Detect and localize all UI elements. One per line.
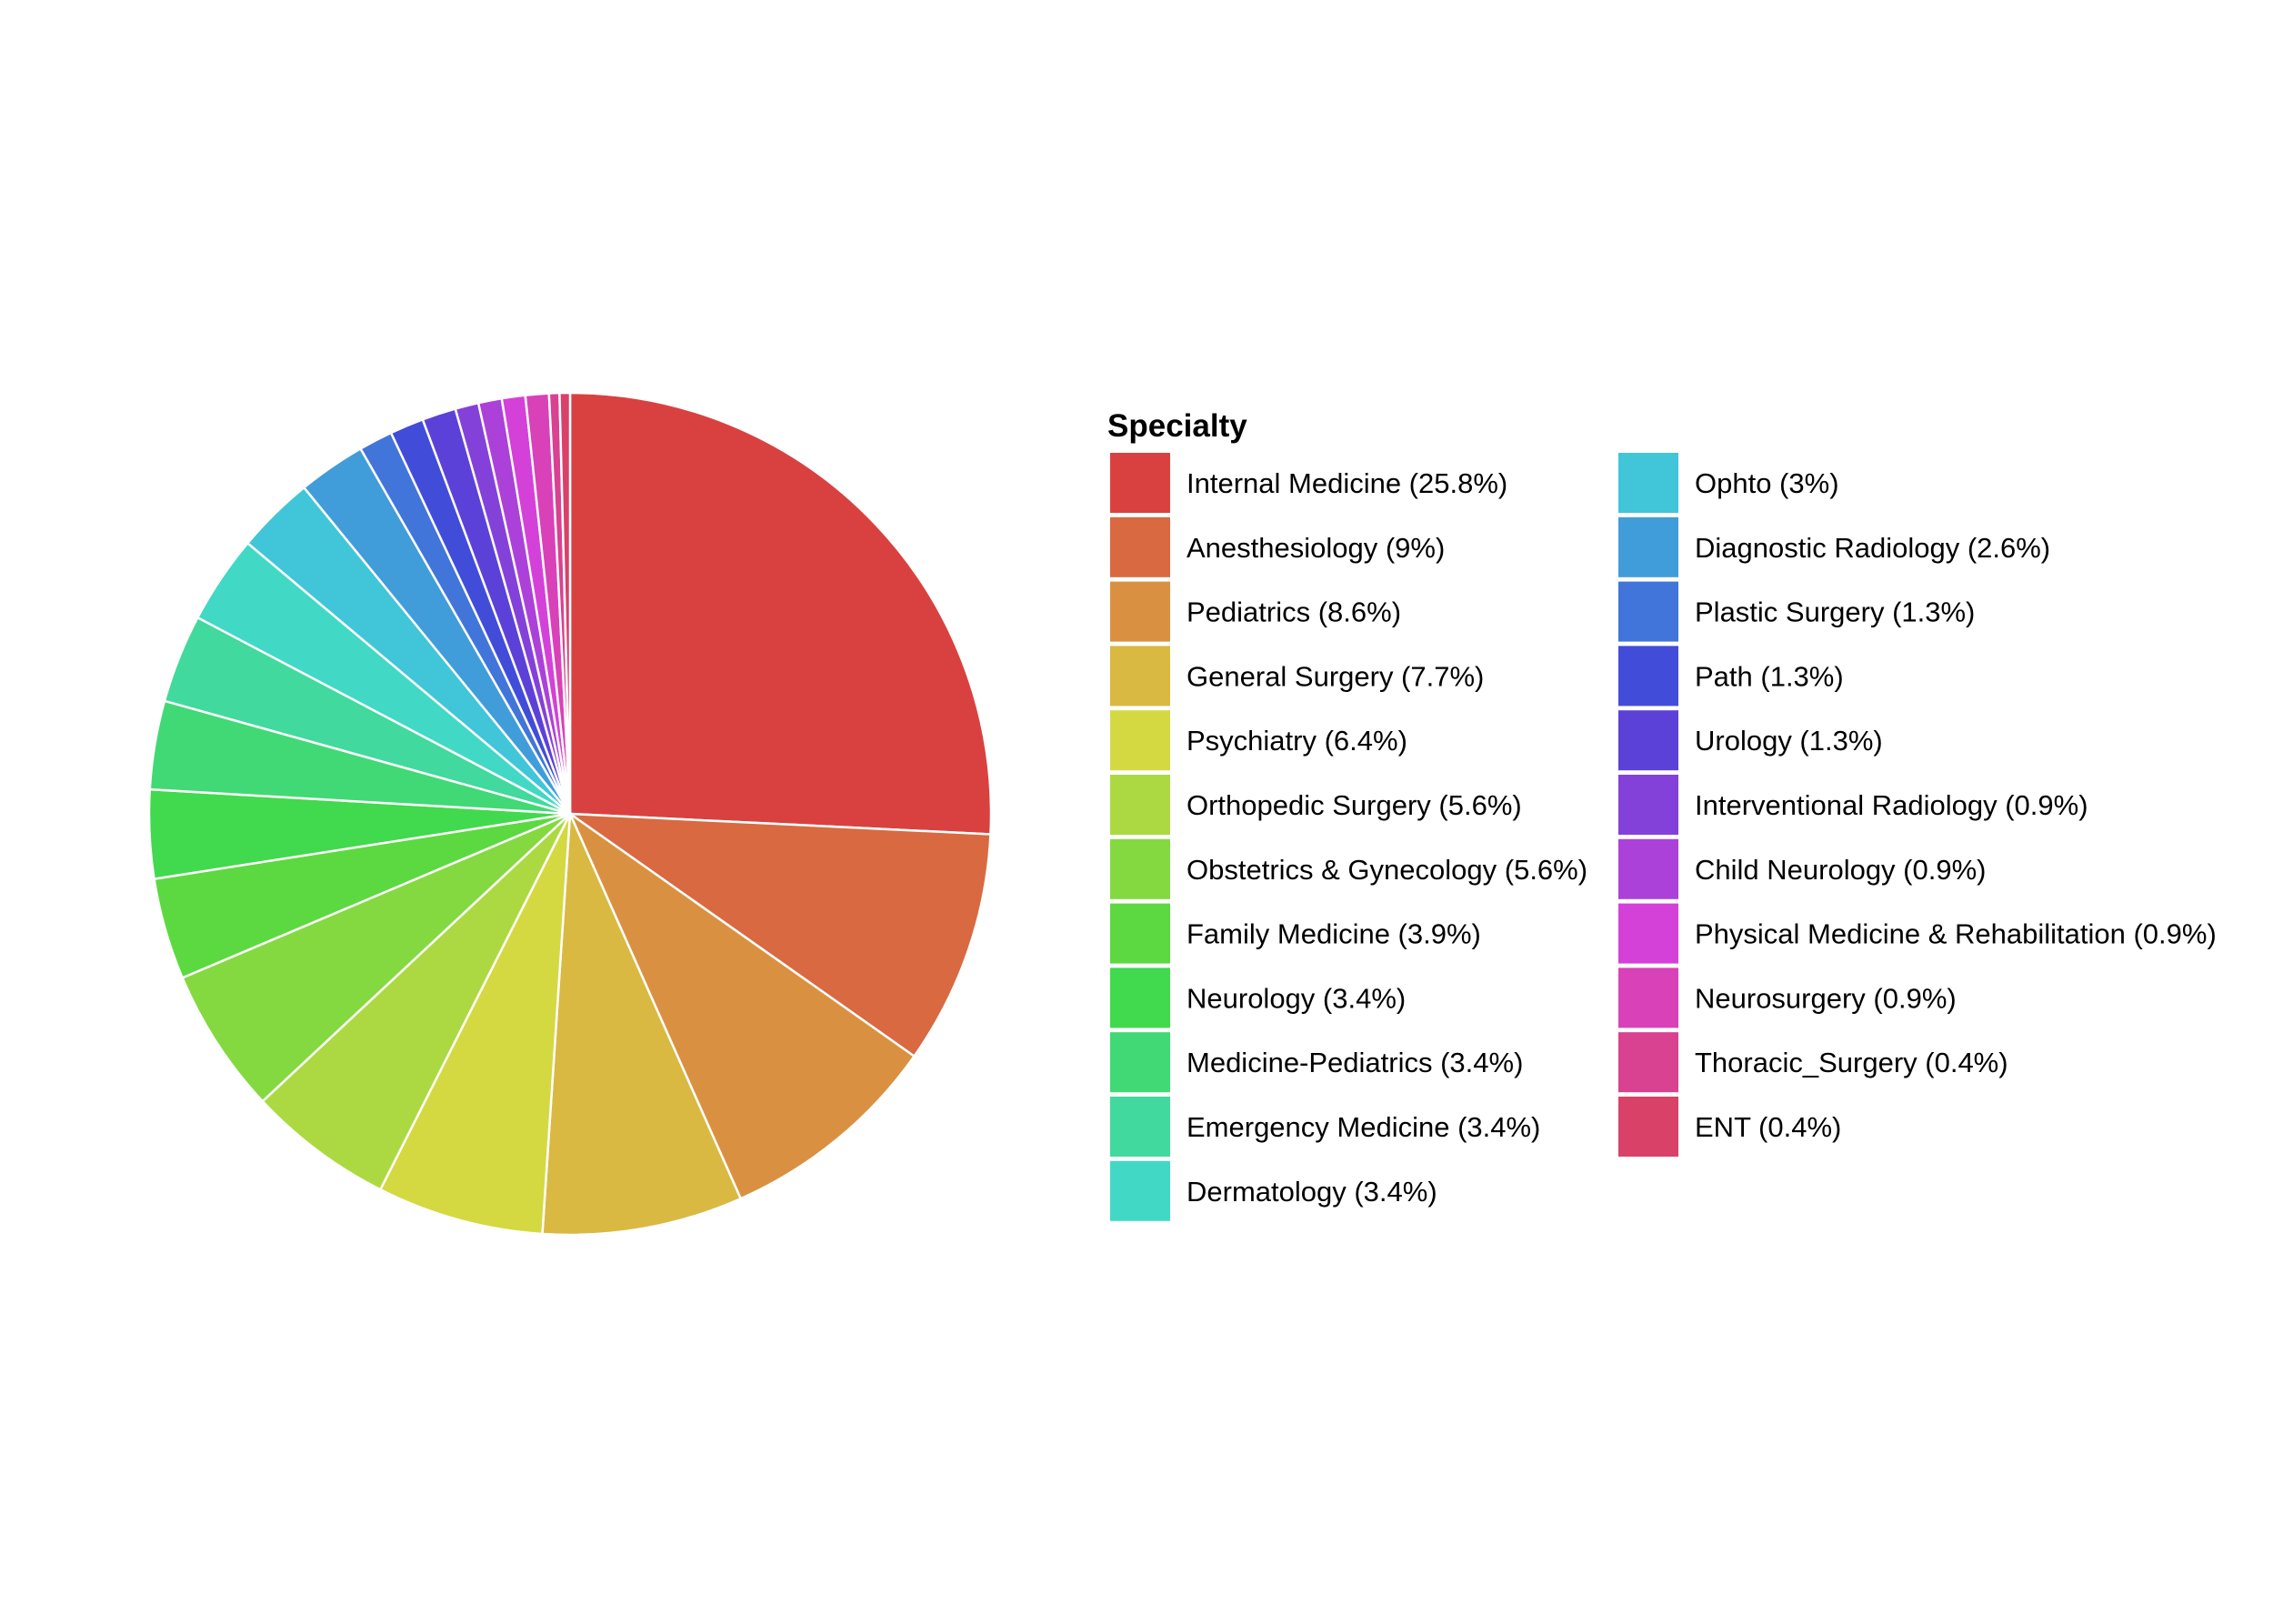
legend-swatch bbox=[1618, 1097, 1678, 1157]
legend-swatch bbox=[1618, 646, 1678, 707]
legend-label: Neurosurgery (0.9%) bbox=[1695, 982, 1957, 1014]
legend-title: Specialty bbox=[1107, 408, 1247, 444]
legend-label: Medicine-Pediatrics (3.4%) bbox=[1187, 1047, 1523, 1078]
legend-swatch bbox=[1110, 967, 1170, 1028]
legend-label: General Surgery (7.7%) bbox=[1187, 660, 1484, 692]
legend-entry: Urology (1.3%) bbox=[1618, 710, 1883, 771]
legend-label: Orthopedic Surgery (5.6%) bbox=[1187, 789, 1522, 821]
legend-entry: Ophto (3%) bbox=[1618, 453, 1839, 513]
pie-slice-3 bbox=[541, 812, 742, 1237]
legend-swatch bbox=[1110, 581, 1170, 642]
pie-slice-6 bbox=[181, 812, 572, 1103]
legend-label: Plastic Surgery (1.3%) bbox=[1695, 596, 1975, 628]
legend-label: Family Medicine (3.9%) bbox=[1187, 918, 1481, 950]
legend-entry: Internal Medicine (25.8%) bbox=[1110, 453, 1507, 513]
legend-entry: Interventional Radiology (0.9%) bbox=[1618, 775, 2088, 835]
legend-entry: Dermatology (3.4%) bbox=[1110, 1160, 1437, 1221]
legend-label: Diagnostic Radiology (2.6%) bbox=[1695, 532, 2050, 564]
legend-entry: Neurology (3.4%) bbox=[1110, 967, 1406, 1028]
legend-label: Psychiatry (6.4%) bbox=[1187, 725, 1407, 757]
legend-entry: ENT (0.4%) bbox=[1618, 1097, 1841, 1157]
legend-swatch bbox=[1110, 710, 1170, 771]
legend-label: Emergency Medicine (3.4%) bbox=[1187, 1111, 1540, 1143]
legend-swatch bbox=[1618, 838, 1678, 899]
legend-swatch bbox=[1618, 581, 1678, 642]
legend-entry: Obstetrics & Gynecology (5.6%) bbox=[1110, 838, 1587, 899]
legend-entry: Emergency Medicine (3.4%) bbox=[1110, 1097, 1540, 1157]
pie-slices bbox=[147, 391, 993, 1237]
legend-swatch bbox=[1618, 775, 1678, 835]
legend-label: Path (1.3%) bbox=[1695, 660, 1844, 692]
legend-label: Urology (1.3%) bbox=[1695, 725, 1883, 757]
legend-label: ENT (0.4%) bbox=[1695, 1111, 1841, 1143]
legend-swatch bbox=[1110, 1160, 1170, 1221]
legend-entry: Pediatrics (8.6%) bbox=[1110, 581, 1401, 642]
legend-label: Obstetrics & Gynecology (5.6%) bbox=[1187, 854, 1587, 886]
legend-label: Internal Medicine (25.8%) bbox=[1187, 467, 1507, 499]
legend-entry: Path (1.3%) bbox=[1618, 646, 1844, 707]
legend-entry: Neurosurgery (0.9%) bbox=[1618, 967, 1957, 1028]
legend-swatch bbox=[1110, 1097, 1170, 1157]
legend-swatch bbox=[1618, 710, 1678, 771]
legend-swatch bbox=[1110, 516, 1170, 577]
legend-label: Interventional Radiology (0.9%) bbox=[1695, 789, 2088, 821]
legend-entry: Family Medicine (3.9%) bbox=[1110, 903, 1481, 964]
legend-swatch bbox=[1110, 838, 1170, 899]
legend-swatch bbox=[1110, 1032, 1170, 1093]
pie-slice-22 bbox=[558, 391, 572, 816]
legend-entry: Diagnostic Radiology (2.6%) bbox=[1618, 516, 2050, 577]
legend-swatch bbox=[1110, 646, 1170, 707]
legend: Specialty Internal Medicine (25.8%) Anest… bbox=[1107, 408, 2217, 1221]
pie-slice-4 bbox=[379, 812, 572, 1236]
pie-slice-0 bbox=[568, 391, 993, 836]
legend-entry: Anesthesiology (9%) bbox=[1110, 516, 1445, 577]
legend-swatch bbox=[1618, 453, 1678, 513]
pie-slice-5 bbox=[261, 812, 572, 1191]
legend-entry: General Surgery (7.7%) bbox=[1110, 646, 1484, 707]
legend-label: Ophto (3%) bbox=[1695, 467, 1839, 499]
legend-entry: Medicine-Pediatrics (3.4%) bbox=[1110, 1032, 1523, 1093]
legend-entry: Child Neurology (0.9%) bbox=[1618, 838, 1986, 899]
legend-entry: Physical Medicine & Rehabilitation (0.9%… bbox=[1618, 903, 2217, 964]
legend-swatch bbox=[1618, 903, 1678, 964]
legend-entry: Psychiatry (6.4%) bbox=[1110, 710, 1407, 771]
legend-label: Pediatrics (8.6%) bbox=[1187, 596, 1401, 628]
legend-label: Thoracic_Surgery (0.4%) bbox=[1695, 1047, 2008, 1078]
legend-swatch bbox=[1110, 903, 1170, 964]
legend-label: Child Neurology (0.9%) bbox=[1695, 854, 1986, 886]
legend-label: Anesthesiology (9%) bbox=[1187, 532, 1445, 564]
legend-swatch bbox=[1110, 775, 1170, 835]
legend-entry: Plastic Surgery (1.3%) bbox=[1618, 581, 1975, 642]
legend-label: Neurology (3.4%) bbox=[1187, 982, 1406, 1014]
legend-entry: Orthopedic Surgery (5.6%) bbox=[1110, 775, 1522, 835]
legend-label: Physical Medicine & Rehabilitation (0.9%… bbox=[1695, 918, 2217, 950]
legend-swatch bbox=[1618, 1032, 1678, 1093]
legend-swatch bbox=[1618, 967, 1678, 1028]
pie-slice-1 bbox=[568, 812, 992, 1058]
legend-swatch bbox=[1110, 453, 1170, 513]
pie-slice-2 bbox=[568, 812, 916, 1200]
legend-items: Internal Medicine (25.8%) Anesthesiology … bbox=[1110, 453, 2217, 1221]
legend-entry: Thoracic_Surgery (0.4%) bbox=[1618, 1032, 2008, 1093]
legend-label: Dermatology (3.4%) bbox=[1187, 1176, 1437, 1208]
legend-swatch bbox=[1618, 516, 1678, 577]
